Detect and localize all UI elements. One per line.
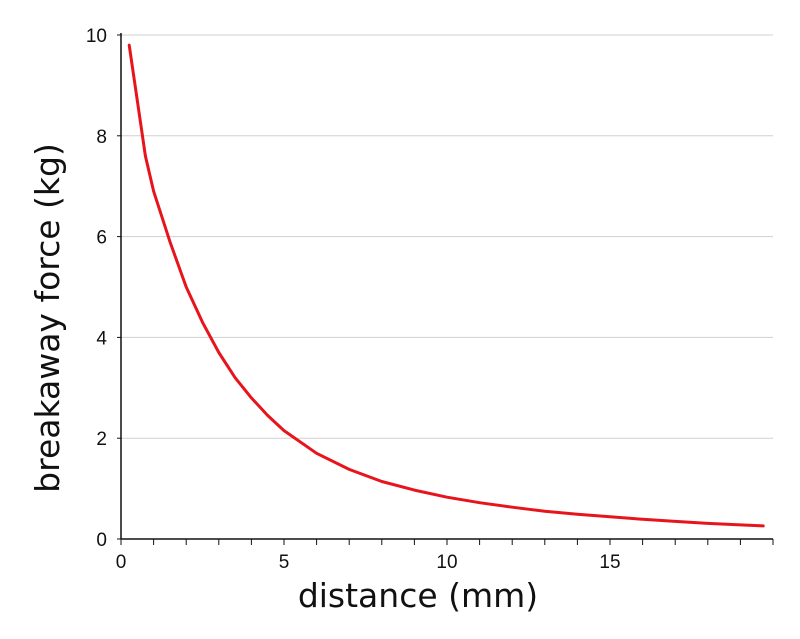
- x-tick-label: 15: [599, 552, 620, 573]
- y-tick-label: 0: [96, 530, 107, 551]
- y-axis-title: breakaway force (kg): [28, 143, 67, 493]
- grid: [121, 34, 773, 439]
- y-tick-label: 6: [96, 228, 107, 249]
- series-line: [127, 43, 765, 528]
- x-tick-label: 10: [436, 552, 457, 573]
- x-tick-label: 5: [279, 552, 290, 573]
- x-tick-label: 0: [116, 552, 127, 573]
- x-axis-title: distance (mm): [298, 576, 538, 615]
- y-tick-label: 4: [96, 328, 107, 349]
- axes: [120, 33, 773, 540]
- y-tick-label: 10: [86, 26, 107, 47]
- y-tick-label: 8: [96, 127, 107, 148]
- series: [127, 43, 765, 528]
- y-tick-label: 2: [96, 429, 107, 450]
- tick-labels: 0 2 4 6 8 10 0 5 10 15: [86, 26, 621, 573]
- tick-marks: [117, 34, 774, 545]
